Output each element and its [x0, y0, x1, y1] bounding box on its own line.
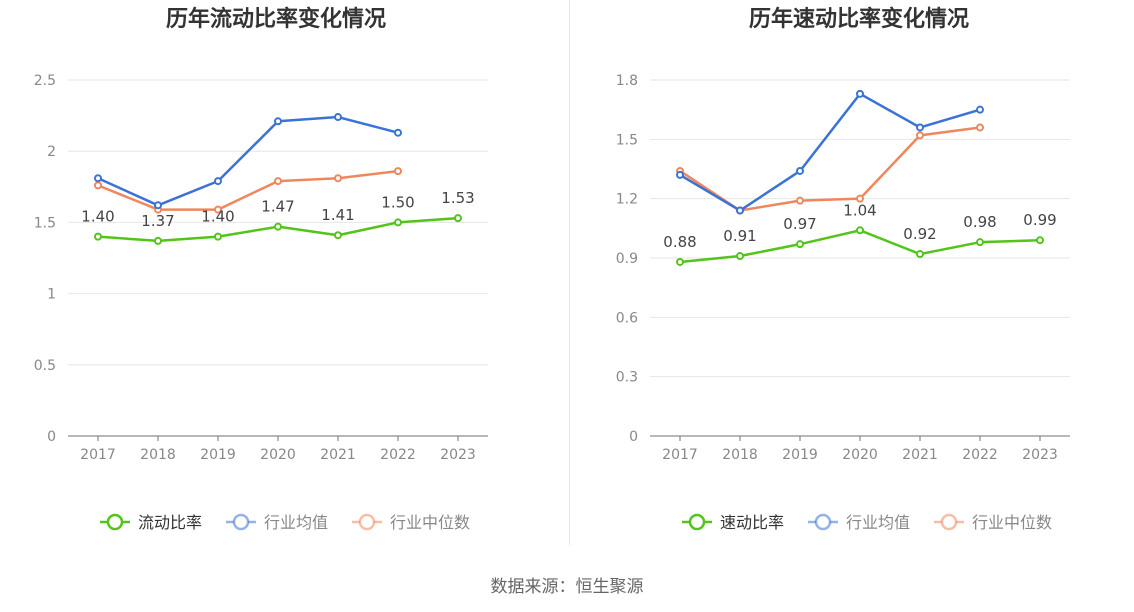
chart1-series-line [97, 115, 399, 207]
chart2-legend-marker [940, 513, 958, 531]
chart2-x-tick-label: 2022 [962, 447, 998, 463]
chart2-x-tick-label: 2020 [842, 447, 878, 463]
chart1-x-tick-label: 2020 [260, 447, 296, 463]
chart1-data-point [214, 205, 222, 214]
panel-divider [569, 0, 570, 545]
chart2-data-point [916, 131, 924, 140]
chart1-data-point [394, 218, 402, 227]
chart2-x-tick-label: 2021 [902, 447, 938, 463]
chart2-data-point [676, 257, 684, 266]
chart1-y-tick-label: 0.5 [34, 358, 56, 374]
chart1-data-point [334, 231, 342, 240]
chart2-x-tick-label: 2017 [662, 447, 698, 463]
chart2-data-label: 0.88 [663, 233, 696, 251]
chart1-data-point [94, 174, 102, 183]
chart2-data-label: 0.97 [783, 215, 816, 233]
chart1-legend-marker [106, 513, 124, 531]
chart1-data-point [394, 128, 402, 137]
chart1-legend-label: 流动比率 [138, 513, 202, 532]
chart2-data-point [796, 166, 804, 175]
chart1-x-tick-label: 2021 [320, 447, 356, 463]
chart2-series-line [679, 126, 981, 212]
chart1-data-label: 1.41 [321, 206, 354, 224]
chart2-data-point [976, 105, 984, 114]
chart2-legend-label: 行业均值 [846, 513, 910, 532]
chart2-x-tick-label: 2018 [722, 447, 758, 463]
chart1-data-point [274, 177, 282, 186]
chart1-data-label: 1.40 [81, 208, 114, 226]
chart1-title: 历年流动比率变化情况 [166, 6, 386, 32]
chart2-x-tick-label: 2019 [782, 447, 818, 463]
chart2-y-tick-label: 0.6 [616, 310, 638, 326]
chart2-data-point [976, 238, 984, 247]
chart2-y-tick-label: 0 [629, 429, 638, 445]
chart1-x-tick-label: 2018 [140, 447, 176, 463]
chart2-y-tick-label: 1.5 [616, 132, 638, 148]
chart1-data-point [214, 177, 222, 186]
chart2-legend-marker [688, 513, 706, 531]
chart2-data-point [736, 252, 744, 261]
chart1-data-label: 1.40 [201, 208, 234, 226]
chart2-data-point [916, 250, 924, 259]
chart1-y-tick-label: 1.5 [34, 215, 56, 231]
chart1-data-point [454, 214, 462, 223]
chart2-data-label: 1.04 [843, 201, 876, 219]
chart2-data-label: 0.99 [1023, 211, 1056, 229]
chart1-y-tick-label: 1 [47, 287, 56, 303]
chart2-data-label: 0.91 [723, 227, 756, 245]
chart1-data-point [154, 201, 162, 210]
data-source-note: 数据来源：恒生聚源 [490, 577, 644, 597]
chart1-data-label: 1.53 [441, 189, 474, 207]
chart1-data-label: 1.47 [261, 198, 294, 216]
chart2-data-point [796, 196, 804, 205]
chart2-data-point [856, 226, 864, 235]
chart1-series-line [97, 169, 399, 211]
chart2-data-label: 0.92 [903, 225, 936, 243]
chart1-legend-label: 行业均值 [264, 513, 328, 532]
chart2-data-point [676, 170, 684, 179]
chart1-data-label: 1.37 [141, 212, 174, 230]
chart2-data-point [796, 240, 804, 249]
chart1-data-label: 1.50 [381, 193, 414, 211]
chart1-data-point [94, 232, 102, 241]
chart1-data-point [214, 232, 222, 241]
chart1-data-point [154, 236, 162, 245]
chart1-y-tick-label: 0 [47, 429, 56, 445]
chart2-legend-marker [814, 513, 832, 531]
chart1-y-tick-label: 2 [47, 144, 56, 160]
chart1-y-tick-label: 2.5 [34, 73, 56, 89]
chart1-legend-marker [358, 513, 376, 531]
chart2-legend-label: 行业中位数 [972, 513, 1052, 532]
chart2-y-tick-label: 0.9 [616, 251, 638, 267]
chart2-y-tick-label: 0.3 [616, 370, 638, 386]
chart2-series-line [679, 92, 981, 212]
chart1-x-tick-label: 2019 [200, 447, 236, 463]
chart1-x-tick-label: 2017 [80, 447, 116, 463]
chart1-data-point [394, 167, 402, 176]
chart2-y-tick-label: 1.2 [616, 192, 638, 208]
chart2-legend-label: 速动比率 [720, 513, 784, 532]
chart1-data-point [334, 113, 342, 122]
chart1-data-point [334, 174, 342, 183]
chart1-data-point [94, 181, 102, 190]
chart1-x-tick-label: 2023 [440, 447, 476, 463]
chart2-data-label: 0.98 [963, 213, 996, 231]
chart2-x-tick-label: 2023 [1022, 447, 1058, 463]
chart2-data-point [916, 123, 924, 132]
chart2-data-point [856, 89, 864, 98]
chart2-data-point [856, 194, 864, 203]
chart1-legend-marker [232, 513, 250, 531]
chart2-data-point [736, 206, 744, 215]
chart2-data-point [1036, 236, 1044, 245]
chart2-title: 历年速动比率变化情况 [749, 6, 969, 32]
chart2-data-point [976, 123, 984, 132]
chart1-legend-label: 行业中位数 [390, 513, 470, 532]
chart1-x-tick-label: 2022 [380, 447, 416, 463]
chart1-data-point [274, 222, 282, 231]
chart2-y-tick-label: 1.8 [616, 73, 638, 89]
chart1-data-point [274, 117, 282, 126]
